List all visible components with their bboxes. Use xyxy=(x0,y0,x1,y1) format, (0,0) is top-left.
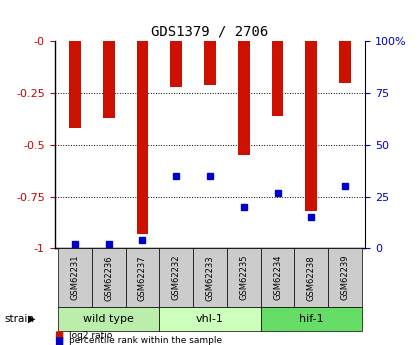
Bar xyxy=(126,248,159,307)
Title: GDS1379 / 2706: GDS1379 / 2706 xyxy=(151,25,269,39)
Bar xyxy=(294,248,328,307)
Bar xyxy=(305,41,317,211)
Text: GSM62235: GSM62235 xyxy=(239,255,248,300)
Bar xyxy=(261,307,362,331)
Bar xyxy=(170,41,182,87)
Bar xyxy=(58,248,92,307)
Text: ■: ■ xyxy=(55,331,64,340)
Text: wild type: wild type xyxy=(83,314,134,324)
Text: GSM62234: GSM62234 xyxy=(273,255,282,300)
Bar xyxy=(136,41,148,234)
Text: GSM62238: GSM62238 xyxy=(307,255,316,300)
Text: hif-1: hif-1 xyxy=(299,314,324,324)
Text: GSM62236: GSM62236 xyxy=(104,255,113,300)
Bar xyxy=(159,307,261,331)
Text: GSM62232: GSM62232 xyxy=(172,255,181,300)
Bar xyxy=(58,307,159,331)
Text: ▶: ▶ xyxy=(28,314,35,324)
Text: vhl-1: vhl-1 xyxy=(196,314,224,324)
Bar xyxy=(227,248,261,307)
Bar xyxy=(92,248,126,307)
Text: GSM62231: GSM62231 xyxy=(71,255,79,300)
Bar xyxy=(159,248,193,307)
Text: GSM62237: GSM62237 xyxy=(138,255,147,300)
Bar xyxy=(238,41,250,155)
Bar xyxy=(272,41,284,116)
Bar xyxy=(193,248,227,307)
Text: GSM62233: GSM62233 xyxy=(205,255,215,300)
Bar xyxy=(339,41,351,83)
Bar xyxy=(261,248,294,307)
Bar xyxy=(103,41,115,118)
Bar xyxy=(204,41,216,85)
Bar xyxy=(328,248,362,307)
Text: strain: strain xyxy=(4,314,34,324)
Text: GSM62239: GSM62239 xyxy=(341,255,349,300)
Text: percentile rank within the sample: percentile rank within the sample xyxy=(69,336,223,345)
Bar xyxy=(69,41,81,128)
Text: ■: ■ xyxy=(55,336,64,345)
Text: log2 ratio: log2 ratio xyxy=(69,331,113,340)
